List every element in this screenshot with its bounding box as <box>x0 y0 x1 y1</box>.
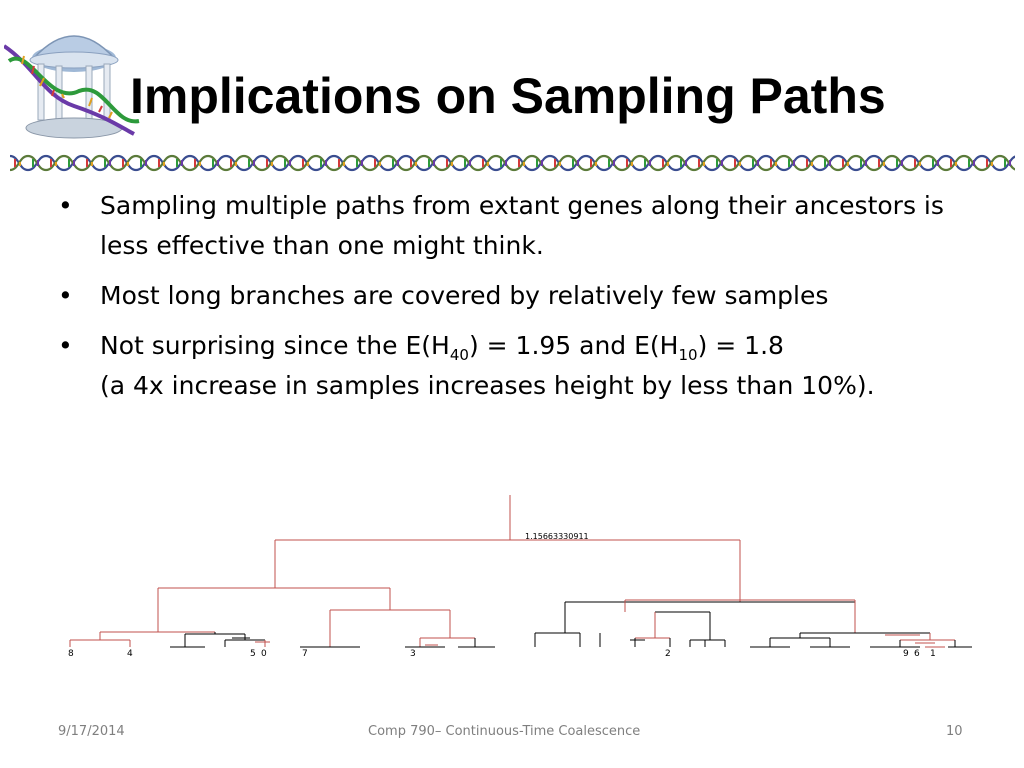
leaf-label: 8 <box>68 649 74 659</box>
old-well-dna-logo-icon <box>4 35 140 139</box>
bullet-item: Most long branches are covered by relati… <box>58 276 988 316</box>
dna-strand-divider-icon <box>10 150 1015 176</box>
coalescent-tree-diagram: 1.15663330911 8 4 5 0 7 3 2 9 6 1 <box>68 495 972 659</box>
bullet-text-prefix: Not surprising since the E(H <box>100 331 450 360</box>
footer-course-title: Comp 790– Continuous-Time Coalescence <box>368 724 641 739</box>
leaf-label: 5 <box>250 649 256 659</box>
leaf-label: 1 <box>930 649 936 659</box>
bullet-item: Not surprising since the E(H40) = 1.95 a… <box>58 326 988 406</box>
leaf-label: 6 <box>914 649 920 659</box>
leaf-label: 4 <box>127 649 133 659</box>
bullet-text-mid: ) = 1.95 and E(H <box>468 331 679 360</box>
leaf-label: 7 <box>302 649 308 659</box>
bullet-text: Most long branches are covered by relati… <box>100 281 829 310</box>
subscript-10: 10 <box>678 346 698 364</box>
footer-page-number: 10 <box>946 724 963 739</box>
bullet-text-suffix: ) = 1.8 <box>697 331 784 360</box>
slide-title: Implications on Sampling Paths <box>130 68 886 124</box>
leaf-label: 0 <box>261 649 267 659</box>
footer-date: 9/17/2014 <box>58 724 125 739</box>
subscript-40: 40 <box>449 346 469 364</box>
root-height-label: 1.15663330911 <box>525 532 589 541</box>
leaf-label: 3 <box>410 649 416 659</box>
bullet-text-line2: (a 4x increase in samples increases heig… <box>100 371 875 400</box>
bullet-text: Sampling multiple paths from extant gene… <box>100 191 944 260</box>
leaf-label: 9 <box>903 649 909 659</box>
bullet-list: Sampling multiple paths from extant gene… <box>58 186 988 416</box>
leaf-label: 2 <box>665 649 671 659</box>
bullet-item: Sampling multiple paths from extant gene… <box>58 186 988 266</box>
